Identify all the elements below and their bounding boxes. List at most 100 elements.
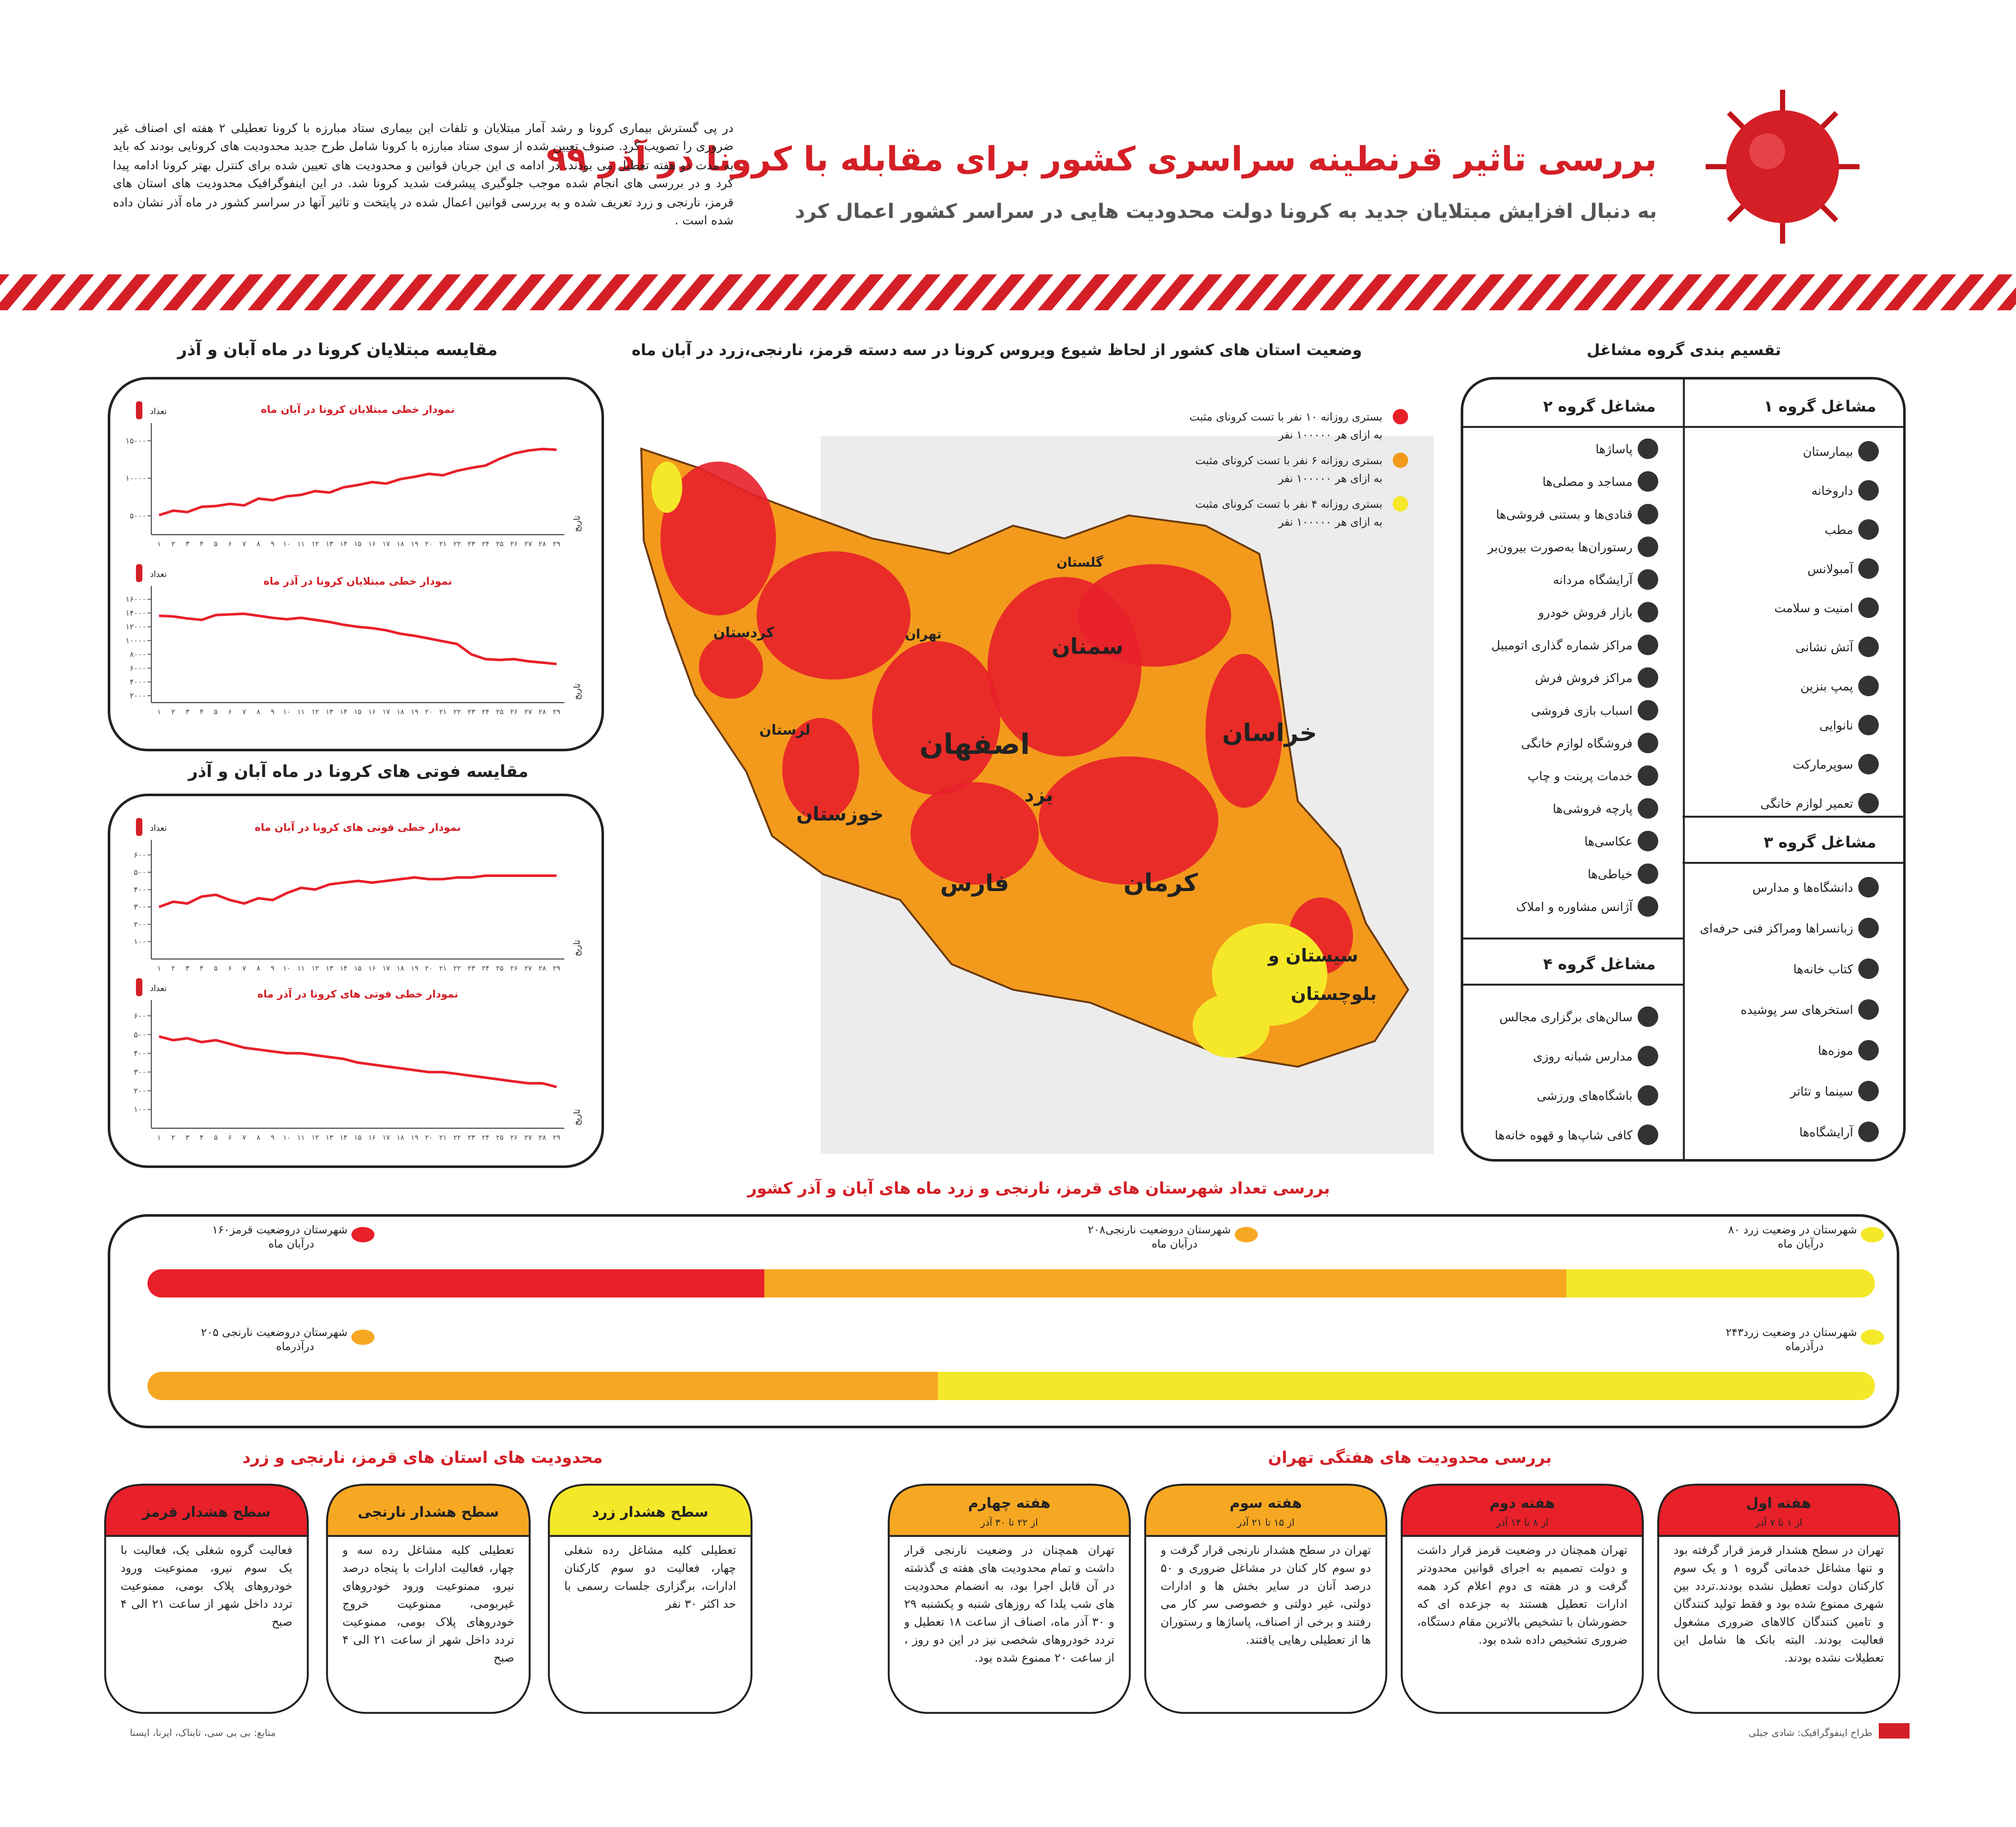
legend-label: بستری روزانه ۴ نفر با تست کرونای مثبت — [1195, 498, 1382, 511]
x-tick-label: ۲ — [171, 540, 175, 548]
card-text: تعطیلی کلیه مشاغل رده شغلی چهار، فعالیت … — [564, 1545, 736, 1612]
item-icon — [1638, 863, 1658, 884]
card-text-box: تهران در سطح هشدار قرمز قرار گرفته بود و… — [1674, 1545, 1884, 1665]
chart-frame — [108, 794, 604, 1168]
y-tick-label: ۴۰۰ — [134, 886, 146, 894]
person-icon — [136, 564, 142, 582]
group-item: آمبولانس — [1807, 562, 1854, 576]
y-tick-label: ۳۰۰ — [134, 903, 146, 912]
item-icon — [1858, 636, 1879, 657]
card-title: سطح هشدار زرد — [592, 1503, 708, 1521]
card-text-box: تعطیلی کلیه مشاغل رده شغلی چهار، فعالیت … — [564, 1545, 736, 1612]
x-tick-label: ۸ — [256, 540, 260, 548]
group-item: سالن‌های برگزاری مجالس — [1500, 1010, 1633, 1024]
province-label: کرمان — [1123, 869, 1198, 897]
x-tick-label: ۱۶ — [368, 708, 376, 716]
group-item: خیاطی‌ها — [1588, 867, 1633, 881]
x-tick-label: ۲۸ — [539, 1133, 546, 1142]
group-item: آژانس مشاوره و املاک — [1516, 900, 1633, 914]
county-icon — [1861, 1330, 1884, 1345]
x-tick-label: ۱۹ — [411, 1133, 419, 1142]
card-text-box: فعالیت گروه شغلی یک، فعالیت با یک سوم نی… — [121, 1545, 292, 1629]
x-tick-label: ۶ — [228, 540, 232, 548]
province-label: خوزستان — [796, 803, 884, 825]
data-line — [159, 1035, 557, 1089]
x-tick-label: ۲۹ — [553, 1133, 560, 1142]
x-tick-label: ۴ — [200, 1133, 203, 1142]
x-tick-label: ۱۹ — [411, 540, 419, 548]
hazard-stripe — [0, 274, 2016, 310]
x-tick-label: ۱۱ — [297, 1133, 305, 1142]
x-tick-label: ۲۶ — [510, 708, 518, 716]
group-title: مشاغل گروه ۱ — [1764, 397, 1876, 415]
item-icon — [1858, 918, 1879, 939]
x-tick-label: ۲۶ — [510, 964, 518, 972]
x-tick-label: ۱۳ — [326, 964, 333, 972]
x-tick-label: ۱۳ — [326, 708, 333, 716]
x-tick-label: ۷ — [242, 708, 246, 716]
item-icon — [1638, 1124, 1658, 1145]
map-red-region — [757, 551, 911, 680]
x-tick-label: ۱۳ — [326, 540, 333, 548]
map-red-region — [872, 641, 1000, 795]
y-tick-label: ۶۰۰ — [134, 1012, 146, 1021]
section-title: مقایسه مبتلایان کرونا در ماه آبان و آذر — [177, 339, 498, 359]
province-label: یزد — [1024, 783, 1053, 806]
county-label: ۸۰ شهرستان در وضعیت زرد — [1728, 1224, 1857, 1236]
county-icon — [1235, 1227, 1258, 1242]
x-tick-label: ۱۱ — [297, 540, 305, 548]
group-item: کافی شاپ‌ها و قهوه خانه‌ها — [1495, 1128, 1633, 1142]
card-text: تهران همچنان در وضعیت نارنجی قرار داشت و… — [904, 1545, 1114, 1665]
item-icon — [1858, 597, 1879, 618]
x-tick-label: ۱۸ — [397, 540, 404, 548]
x-tick-label: ۱۰ — [283, 964, 291, 972]
item-icon — [1638, 438, 1658, 459]
x-tick-label: ۶ — [228, 708, 232, 716]
group-item: استخرهای سر پوشیده — [1741, 1003, 1853, 1017]
item-icon — [1638, 733, 1658, 753]
group-item: کتاب خانه‌ها — [1793, 962, 1853, 976]
x-tick-label: ۱ — [157, 964, 161, 972]
x-axis-label: تاریخ — [572, 940, 582, 956]
group-title: مشاغل گروه ۴ — [1543, 955, 1656, 973]
x-tick-label: ۱۲ — [311, 1133, 319, 1142]
credit: طراح اینفوگرافیک: شادی جبلی — [1748, 1727, 1872, 1739]
x-tick-label: ۲۰ — [425, 964, 433, 972]
card-header — [1400, 1483, 1644, 1537]
x-tick-label: ۱۴ — [340, 708, 348, 716]
x-tick-label: ۱۳ — [326, 1133, 333, 1142]
map-yellow-region — [651, 462, 682, 513]
card-text-box: تهران همچنان در وضعیت نارنجی قرار داشت و… — [904, 1545, 1114, 1665]
x-tick-label: ۱۸ — [397, 1133, 404, 1142]
y-tick-label: ۱۰۰۰۰ — [126, 636, 146, 645]
card-text: تهران در سطح هشدار قرمز قرار گرفته بود و… — [1674, 1545, 1884, 1665]
card-title: هفته دوم — [1489, 1495, 1555, 1512]
x-tick-label: ۲ — [171, 708, 175, 716]
y-axis-label: تعداد — [150, 983, 167, 993]
county-label: درآذرماه — [1786, 1340, 1824, 1353]
province-label: تهران — [905, 627, 942, 642]
card-text-box: تهران همچنان در وضعیت قرمز قرار داشت و د… — [1417, 1545, 1627, 1647]
county-label: ۲۰۸شهرستان دروضعیت نارنجی — [1088, 1224, 1231, 1236]
x-tick-label: ۱۱ — [297, 964, 305, 972]
card-dates: از ۱۵ تا ۲۱ آذر — [1237, 1516, 1294, 1528]
legend-label: به ازای هر ۱۰۰۰۰۰ نفر — [1278, 516, 1382, 529]
y-axis-label: تعداد — [150, 406, 167, 416]
group-title: مشاغل گروه ۲ — [1543, 397, 1656, 415]
x-tick-label: ۲۹ — [553, 540, 560, 548]
group-item: عکاسی‌ها — [1584, 835, 1633, 849]
group-item: پارچه فروشی‌ها — [1553, 802, 1633, 816]
item-icon — [1858, 1081, 1879, 1101]
data-line — [159, 447, 557, 517]
province-label: سیستان و — [1267, 945, 1359, 966]
x-tick-label: ۲۲ — [454, 708, 461, 716]
x-tick-label: ۲۵ — [496, 964, 504, 972]
map-red-region — [1205, 654, 1282, 808]
card-text-box: تهران در سطح هشدار نارنجی قرار گرفت و دو… — [1161, 1545, 1371, 1647]
x-tick-label: ۱۵ — [354, 964, 362, 972]
x-tick-label: ۲۳ — [468, 1133, 475, 1142]
item-icon — [1638, 635, 1658, 655]
x-tick-label: ۶ — [228, 1133, 232, 1142]
x-axis-label: تاریخ — [572, 515, 582, 532]
x-tick-label: ۵ — [214, 1133, 218, 1142]
